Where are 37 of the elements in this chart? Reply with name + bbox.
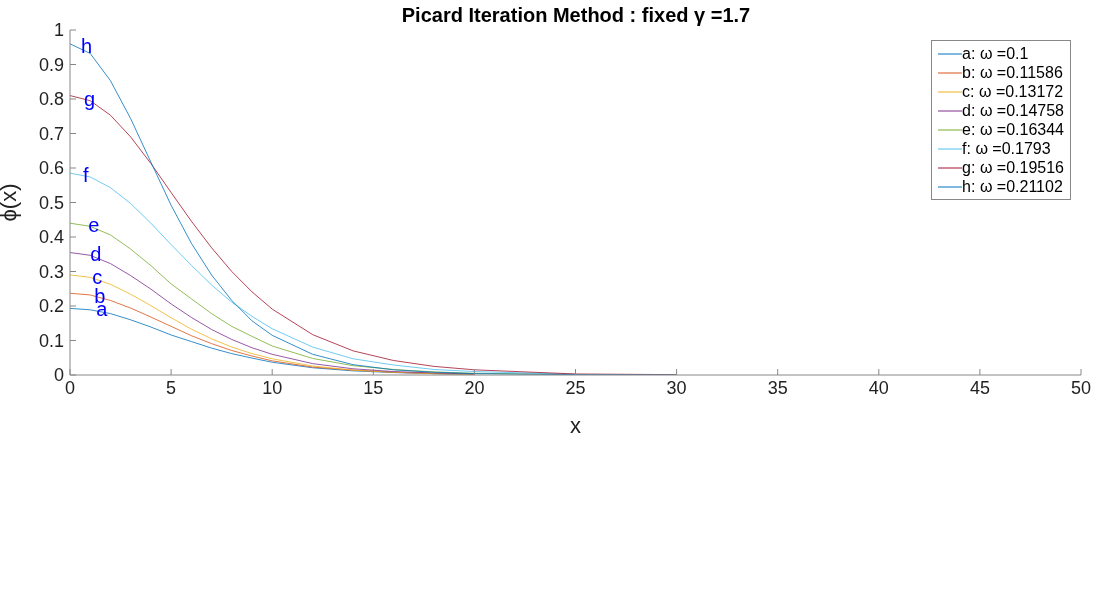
annotation: c <box>92 265 103 288</box>
y-tick-label: 0.3 <box>38 261 64 282</box>
x-tick-label: 40 <box>868 377 889 398</box>
x-tick-label: 5 <box>166 377 177 398</box>
y-tick-label: 0.5 <box>38 192 64 213</box>
x-axis-title: x <box>570 413 581 438</box>
x-tick-label: 10 <box>262 377 283 398</box>
annotation: g <box>84 88 96 110</box>
y-tick-label: 0.1 <box>38 330 64 351</box>
legend-label: e: ω =0.16344 <box>962 120 1064 139</box>
annotation: e <box>88 213 100 236</box>
legend-label: h: ω =0.21102 <box>962 177 1063 196</box>
annotation: f <box>83 163 90 186</box>
legend-label: a: ω =0.1 <box>962 44 1029 63</box>
y-axis-title: ϕ(x) <box>0 183 21 222</box>
y-tick-label: 0.6 <box>38 158 64 179</box>
x-tick-label: 50 <box>1070 377 1092 398</box>
legend-label: g: ω =0.19516 <box>962 158 1064 177</box>
y-tick-label: 0.4 <box>38 227 64 248</box>
legend-label: f: ω =0.1793 <box>962 139 1051 158</box>
y-tick-label: 0.9 <box>38 54 64 75</box>
legend-label: b: ω =0.11586 <box>962 63 1063 82</box>
x-tick-label: 30 <box>666 377 687 398</box>
y-tick-label: 0.8 <box>38 89 64 110</box>
chart-title: Picard Iteration Method : fixed γ =1.7 <box>401 4 751 26</box>
y-tick-label: 0.2 <box>38 296 64 317</box>
legend-label: d: ω =0.14758 <box>962 101 1064 120</box>
x-tick-label: 45 <box>969 377 990 398</box>
annotation: d <box>90 243 102 266</box>
y-tick-label: 0.7 <box>38 123 64 144</box>
legend-label: c: ω =0.13172 <box>962 82 1064 101</box>
x-tick-label: 15 <box>363 377 384 398</box>
y-tick-label: 1 <box>53 20 64 41</box>
x-tick-label: 35 <box>767 377 788 398</box>
annotation: h <box>81 34 93 57</box>
x-tick-label: 20 <box>464 377 485 398</box>
x-tick-label: 25 <box>565 377 586 398</box>
